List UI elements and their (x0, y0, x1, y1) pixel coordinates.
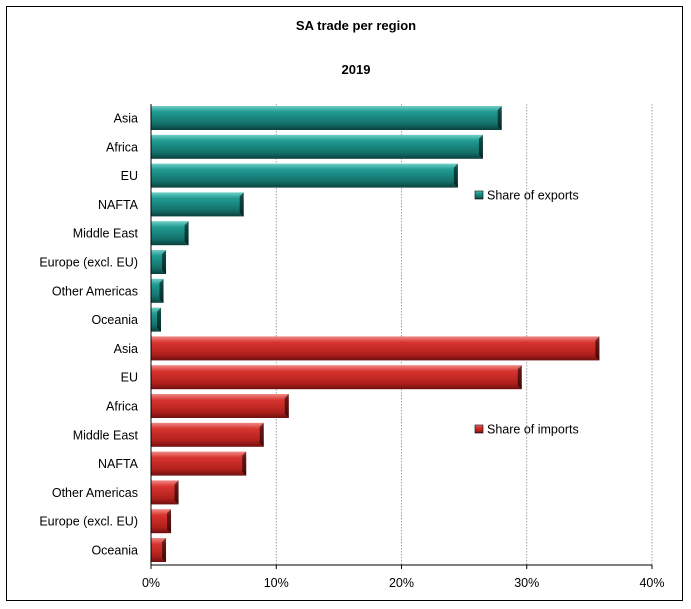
category-label: Europe (excl. EU) (39, 256, 138, 270)
x-tick-label: 30% (514, 576, 539, 590)
legend-swatch (474, 424, 484, 434)
category-label: Europe (excl. EU) (39, 515, 138, 529)
bar-end-cap (174, 480, 179, 505)
bars (151, 106, 600, 562)
bar-end-cap (453, 163, 458, 188)
bar (151, 134, 483, 159)
bar (151, 221, 189, 246)
bar (151, 480, 179, 505)
legend-label: Share of imports (487, 423, 579, 437)
bar-end-cap (159, 278, 164, 303)
category-label: Oceania (91, 313, 138, 327)
bar-end-cap (162, 538, 167, 562)
bar (151, 422, 264, 447)
bar-end-cap (259, 422, 264, 447)
chart-title: SA trade per region (296, 18, 416, 33)
category-label: Other Americas (52, 284, 138, 298)
category-labels: Asia Africa EU NAFTA Middle East Europe (excl… (39, 112, 138, 558)
bar-end-cap (242, 451, 247, 476)
category-label: Asia (114, 342, 138, 356)
x-axis-ticks: 0% 10% 20% 30% 40% (142, 104, 665, 590)
bar-end-cap (595, 336, 600, 361)
bar (151, 509, 172, 534)
category-label: NAFTA (98, 198, 139, 212)
bar (151, 336, 600, 361)
category-label: EU (121, 371, 138, 385)
legend-swatch (474, 190, 484, 200)
category-label: Africa (106, 140, 138, 154)
category-label: NAFTA (98, 457, 139, 471)
gridlines (275, 104, 653, 565)
bar-end-cap (157, 307, 162, 332)
bar-end-cap (162, 250, 167, 274)
category-label: Oceania (91, 544, 138, 558)
legend-label: Share of exports (487, 189, 579, 203)
bar (151, 163, 458, 188)
legend: Share of exports Share of imports (474, 189, 579, 437)
bar (151, 192, 244, 217)
bar (151, 451, 247, 476)
x-tick-label: 0% (142, 576, 160, 590)
x-tick-label: 10% (264, 576, 289, 590)
bar-end-cap (497, 106, 502, 130)
bar-end-cap (167, 509, 172, 534)
bar (151, 106, 502, 130)
bar (151, 394, 289, 418)
category-label: Middle East (73, 428, 139, 442)
category-label: Other Americas (52, 486, 138, 500)
bar (151, 365, 522, 390)
bar-end-cap (478, 134, 483, 159)
bar-end-cap (184, 221, 189, 246)
category-label: Asia (114, 112, 138, 126)
category-label: EU (121, 169, 138, 183)
x-tick-label: 20% (389, 576, 414, 590)
bar-end-cap (239, 192, 244, 217)
chart-subtitle: 2019 (342, 62, 371, 77)
x-tick-label: 40% (639, 576, 664, 590)
category-label: Middle East (73, 227, 139, 241)
bar-end-cap (517, 365, 522, 390)
bar (151, 307, 162, 332)
category-label: Africa (106, 400, 138, 414)
chart-frame (6, 6, 683, 601)
bar-end-cap (284, 394, 289, 418)
